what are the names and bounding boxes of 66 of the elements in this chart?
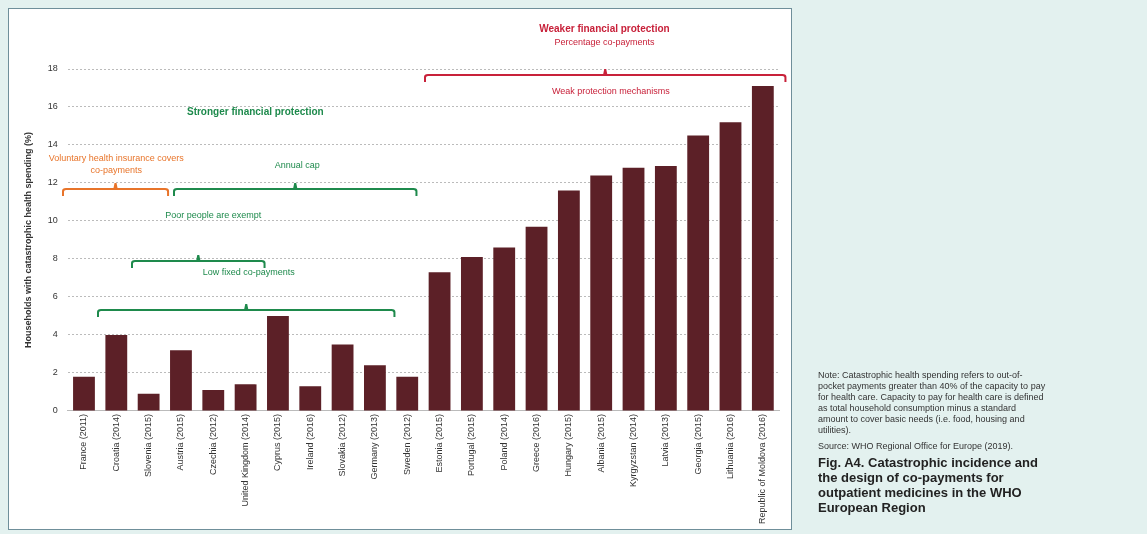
x-tick-label: Slovenia (2015) [143,413,154,477]
bar [719,122,742,411]
x-tick-label: Sweden (2012) [401,413,412,475]
bar [234,384,257,411]
bar [137,393,160,411]
y-tick-label: 6 [52,291,58,302]
y-axis-title: Households with catastrophic health spending (%) [22,131,33,348]
bar [493,247,516,411]
x-tick-label: Latvia (2013) [660,413,671,467]
x-tick-label: Cyprus (2015) [272,413,283,471]
y-tick-label: 10 [47,215,58,226]
bar [299,386,322,411]
x-tick-label: Kyrgyzstan (2014) [628,413,639,487]
y-tick-label: 16 [47,101,58,112]
x-tick-label: Portugal (2015) [466,413,477,476]
bar [460,257,483,411]
bar [557,190,580,411]
bar [751,86,774,411]
x-tick-label: Georgia (2015) [692,413,703,475]
bar [267,315,289,411]
bar [654,165,677,411]
x-tick-label: United Kingdom (2014) [240,413,251,507]
x-tick-label: Poland (2014) [498,413,509,471]
source-note: Source: WHO Regional Office for Europe (2019). [818,441,1014,452]
x-tick-label: Ireland (2016) [304,413,315,470]
bar [622,167,645,411]
x-tick-label: Slovakia (2012) [337,413,348,477]
x-tick-label: Estonia (2015) [434,413,445,473]
x-tick-label: Republic of Moldova (2016) [757,413,768,524]
annotation: Annual cap [274,160,320,171]
bar [170,350,192,411]
annotation: Poor people are exempt [165,209,262,220]
annotation: Weak protection mechanisms [551,86,671,97]
bar [202,390,225,411]
y-tick-label: 4 [52,329,58,340]
text: Fig. A4. Catastrophic incidence and the design of co-payments for outpatient medicines in the WHO European Region [818,455,1039,515]
bar [331,344,354,411]
text: Percentage co-payments [554,36,655,47]
y-tick-label: 18 [47,63,58,74]
bar [428,272,451,411]
x-tick-label: Austria (2015) [175,413,186,471]
y-tick-label: 12 [47,177,58,188]
x-tick-label: Germany (2013) [369,413,380,480]
bar [687,135,710,411]
text: Note: Catastrophic health spending refers to out-of-pocket payments greater than 40% of the capacity to pay for health care. Capacity to pay for health care is defined as total household consumption minus a standard amount to cover basic needs (i.e. food, housing and utilities). [818,370,1047,436]
y-tick-label: 0 [52,405,58,416]
x-tick-label: Czechia (2012) [207,413,218,475]
annotation: Voluntary health insurance covers co-payments [48,152,185,175]
annotation: Stronger financial protection [186,106,324,118]
text: Weaker financial protection [539,22,670,34]
bar [525,226,548,411]
annotation: Low fixed co-payments [202,266,296,277]
x-tick-label: Hungary (2015) [563,413,574,477]
bar [105,334,128,411]
y-tick-label: 2 [52,367,58,378]
y-tick-label: 14 [47,139,58,150]
x-tick-label: Albania (2015) [595,413,606,473]
y-tick-label: 8 [52,253,58,264]
x-tick-label: France (2011) [78,413,89,470]
bar [396,376,419,411]
bar [590,175,613,411]
x-tick-label: Greece (2016) [531,413,542,472]
bar [364,365,386,411]
bar [73,376,95,411]
x-tick-label: Croatia (2014) [110,413,121,472]
x-tick-label: Lithuania (2016) [724,413,735,479]
